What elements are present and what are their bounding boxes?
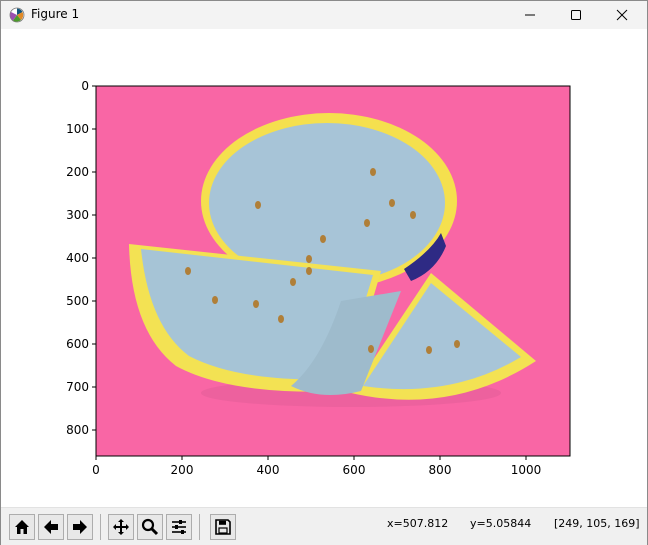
sliders-icon — [172, 520, 186, 534]
cursor-y-readout: y=5.05844 — [470, 517, 532, 530]
matplotlib-icon — [9, 7, 25, 23]
y-tick-label: 300 — [66, 208, 89, 222]
save-button[interactable] — [210, 514, 236, 540]
close-button[interactable] — [599, 1, 645, 29]
y-tick-label: 800 — [66, 423, 89, 437]
navigation-toolbar — [1, 507, 647, 545]
home-button[interactable] — [9, 514, 35, 540]
x-tick-label: 0 — [92, 463, 100, 477]
x-tick-label: 800 — [429, 463, 452, 477]
cursor-x-readout: x=507.812 — [387, 517, 449, 530]
pan-button[interactable] — [108, 514, 134, 540]
magnifier-icon — [141, 518, 159, 536]
configure-subplots-button[interactable] — [166, 514, 192, 540]
maximize-icon — [571, 10, 581, 20]
window-title: Figure 1 — [31, 7, 80, 21]
minimize-button[interactable] — [507, 1, 553, 29]
title-bar: Figure 1 — [1, 1, 647, 29]
close-icon — [616, 9, 628, 21]
pixel-value-readout: [249, 105, 169] — [554, 517, 640, 530]
plot-svg: 0 200 400 600 800 1000 0 100 200 — [66, 79, 571, 477]
y-axis: 0 100 200 300 400 500 600 700 800 — [66, 79, 96, 437]
x-tick-label: 600 — [343, 463, 366, 477]
x-axis: 0 200 400 600 800 1000 — [92, 456, 541, 477]
y-tick-label: 200 — [66, 165, 89, 179]
y-tick-label: 700 — [66, 380, 89, 394]
watermelon-image — [129, 113, 536, 407]
minimize-icon — [525, 14, 535, 16]
y-tick-label: 100 — [66, 122, 89, 136]
figure-canvas[interactable]: 0 200 400 600 800 1000 0 100 200 — [1, 29, 647, 507]
y-tick-label: 400 — [66, 251, 89, 265]
y-tick-label: 600 — [66, 337, 89, 351]
zoom-button[interactable] — [137, 514, 163, 540]
floppy-icon — [215, 519, 231, 535]
maximize-button[interactable] — [553, 1, 599, 29]
x-tick-label: 200 — [171, 463, 194, 477]
arrow-left-icon — [44, 520, 58, 534]
back-button[interactable] — [38, 514, 64, 540]
axes-frame — [95, 85, 571, 457]
move-icon — [113, 519, 129, 535]
y-tick-label: 0 — [81, 79, 89, 93]
x-tick-label: 400 — [257, 463, 280, 477]
toolbar-separator — [199, 514, 200, 540]
home-icon — [15, 520, 29, 534]
forward-button[interactable] — [67, 514, 93, 540]
x-tick-label: 1000 — [511, 463, 542, 477]
arrow-right-icon — [73, 520, 87, 534]
y-tick-label: 500 — [66, 294, 89, 308]
toolbar-separator — [100, 514, 101, 540]
